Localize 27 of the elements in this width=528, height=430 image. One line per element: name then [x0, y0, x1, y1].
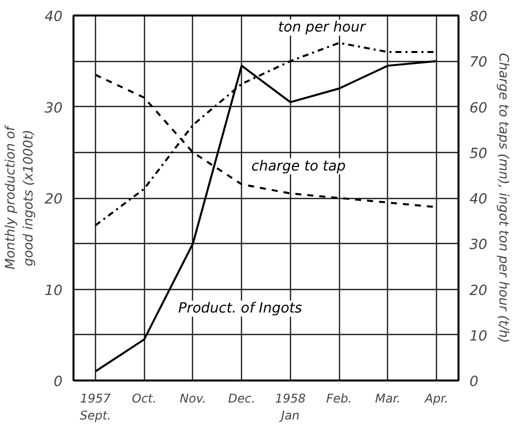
- x-tick-label: Nov.: [180, 392, 206, 406]
- y2-tick-label: 10: [470, 328, 488, 344]
- y2-tick-label: 80: [470, 9, 488, 25]
- y-tick-label: 30: [44, 100, 63, 116]
- y2-tick-label: 50: [470, 146, 488, 162]
- y2-tick-label: 70: [470, 54, 488, 71]
- series-label: charge to tap: [251, 158, 346, 174]
- y2-tick-label: 20: [470, 282, 488, 299]
- x-tick-label: Dec.: [228, 392, 256, 406]
- y2-axis-title: Charge to taps (mn), ingot ton per hour (t/h): [495, 53, 510, 343]
- series-label: ton per hour: [278, 20, 367, 36]
- y-tick-label: 10: [44, 282, 63, 299]
- x-tick-label: 1958 Jan: [275, 392, 306, 422]
- y2-tick-label: 0: [470, 374, 478, 390]
- y-tick-label: 0: [54, 374, 63, 390]
- series-label: Product. of Ingots: [178, 300, 302, 317]
- y2-tick-label: 40: [470, 192, 488, 208]
- x-tick-label: Mar.: [375, 392, 401, 406]
- y2-tick-label: 60: [470, 100, 488, 116]
- y-tick-label: 20: [44, 192, 63, 208]
- x-tick-label: Oct.: [132, 392, 156, 406]
- x-tick-label: Feb.: [326, 392, 352, 406]
- x-tick-label: 1957 Sept.: [80, 392, 112, 422]
- y-tick-label: 40: [44, 9, 63, 25]
- y-axis-title: Monthly production of good ingots (x1000t): [4, 124, 37, 270]
- y2-tick-label: 30: [470, 237, 488, 254]
- x-tick-label: Apr.: [424, 392, 448, 406]
